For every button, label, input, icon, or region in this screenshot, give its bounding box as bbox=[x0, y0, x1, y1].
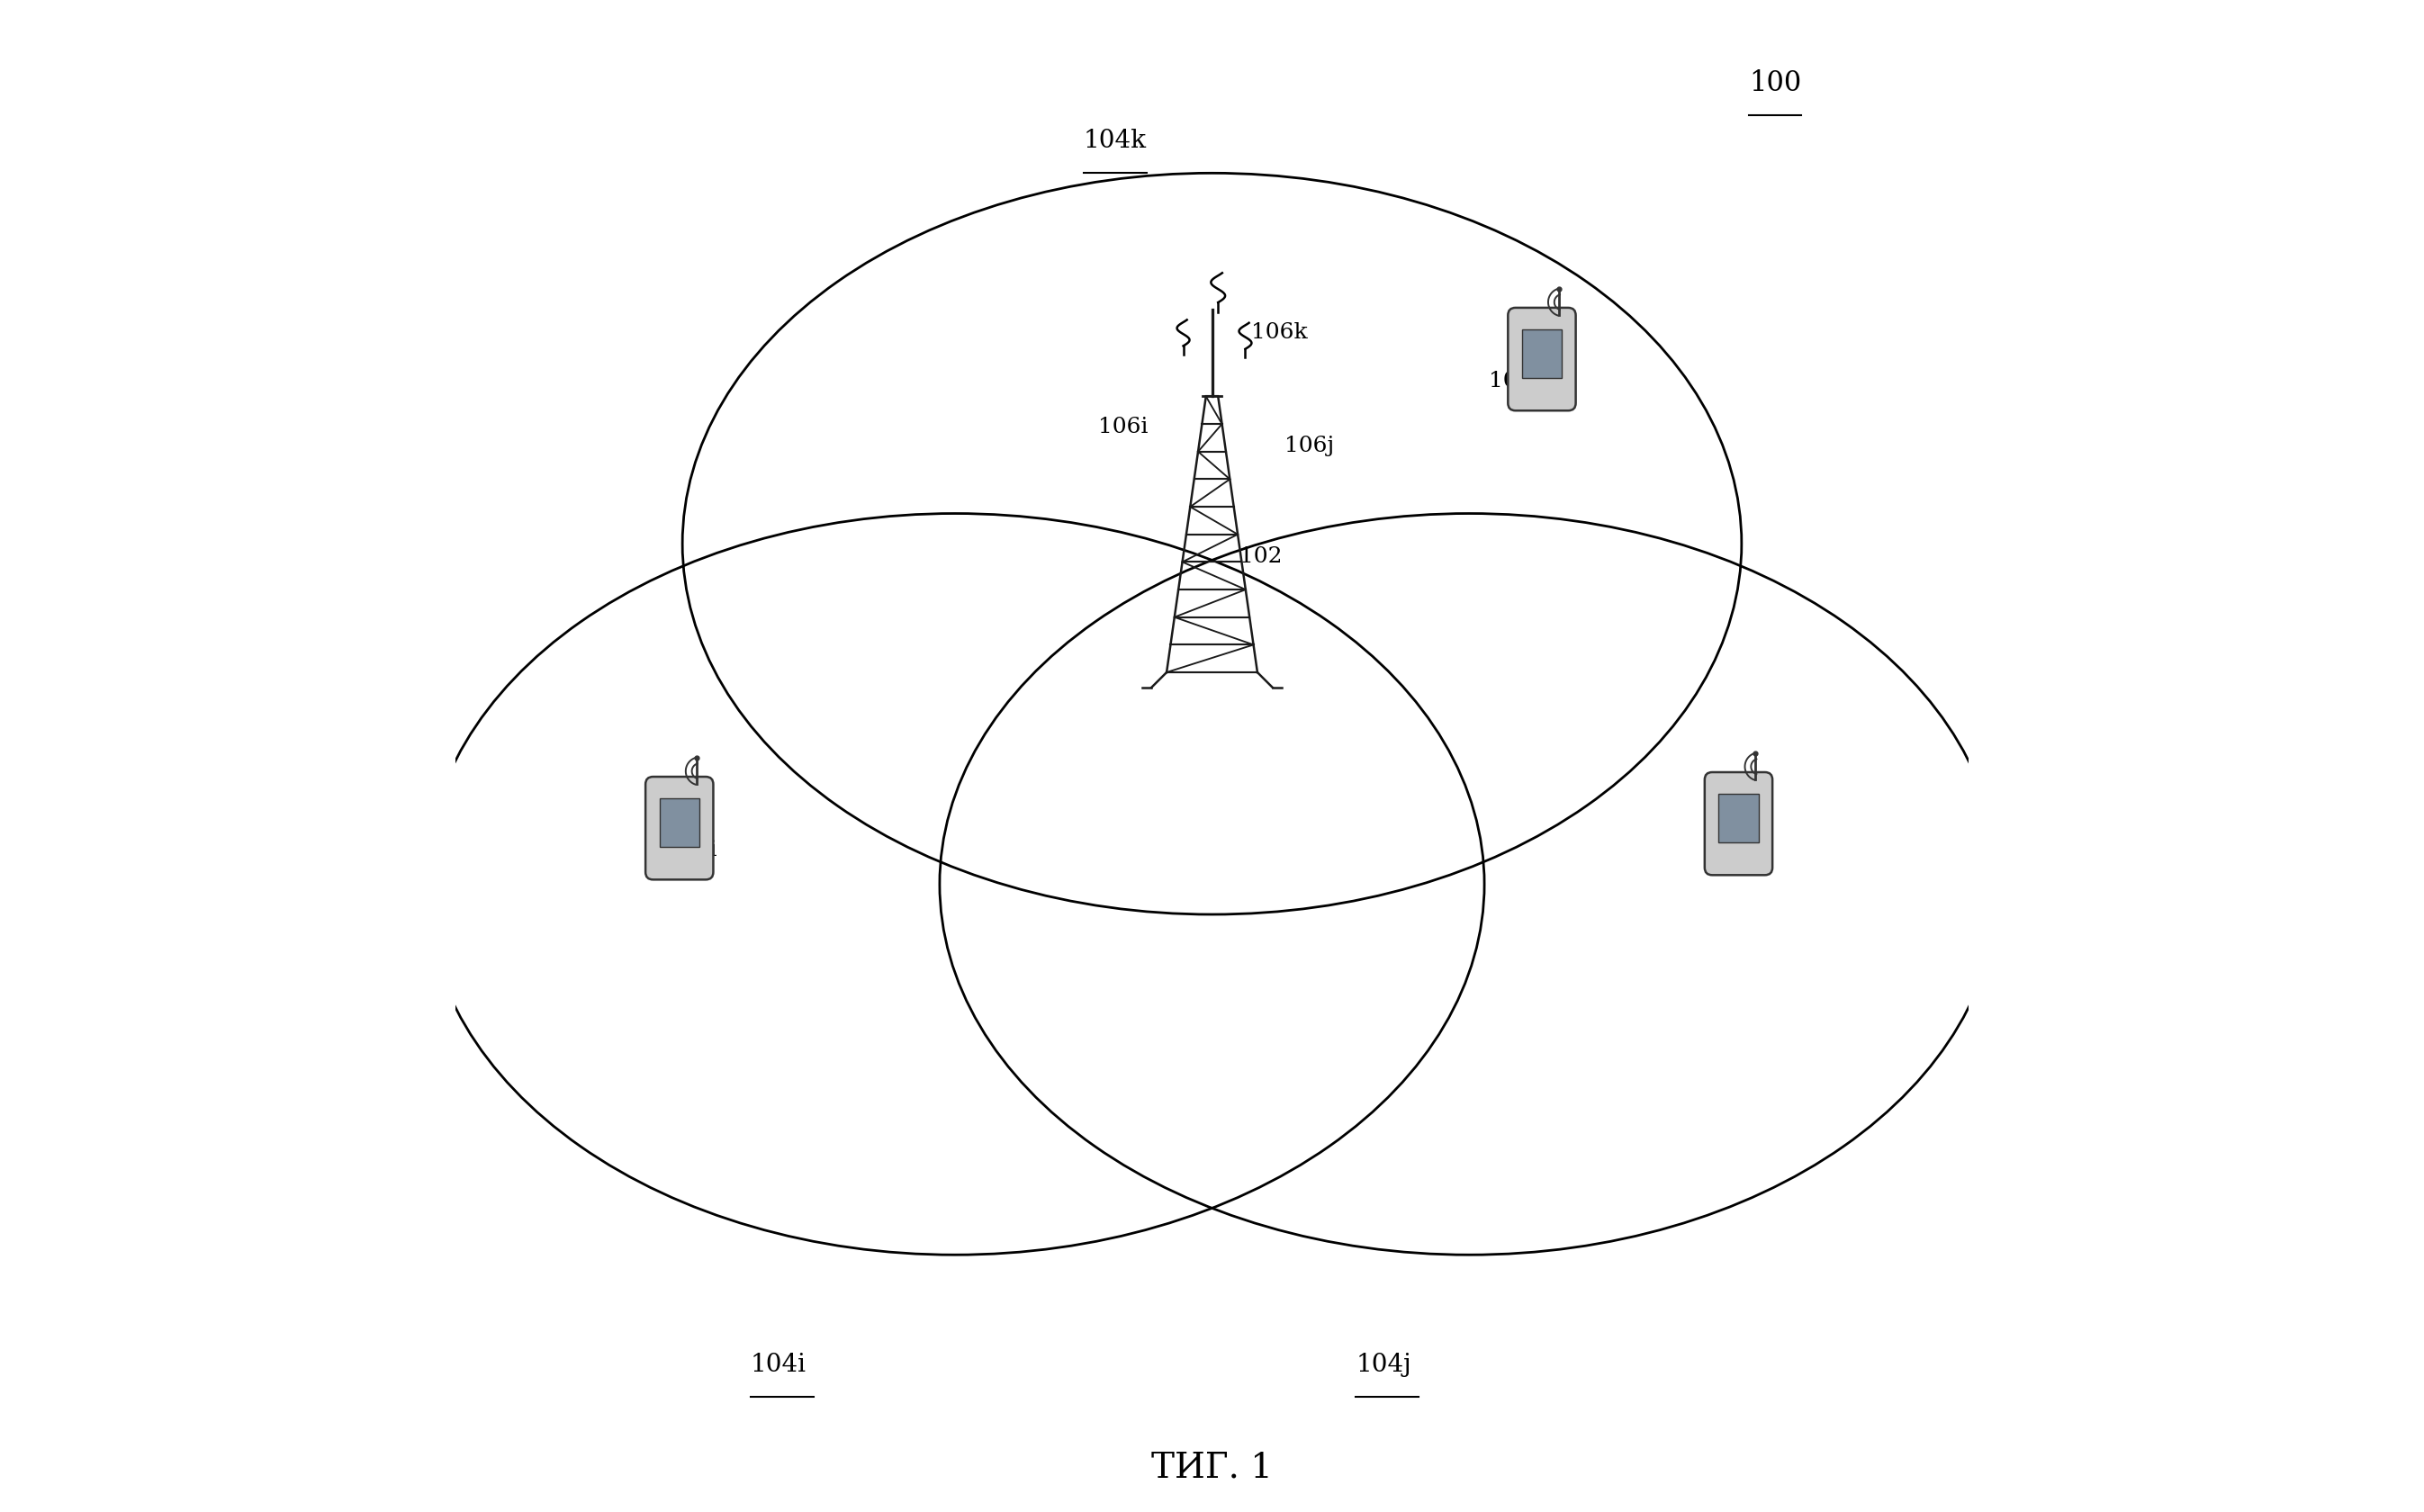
Text: 106k: 106k bbox=[1251, 322, 1309, 343]
FancyBboxPatch shape bbox=[1704, 773, 1772, 875]
Text: 102: 102 bbox=[1239, 546, 1282, 567]
Text: 104i: 104i bbox=[751, 1352, 807, 1376]
Text: 104j: 104j bbox=[1355, 1352, 1411, 1376]
FancyBboxPatch shape bbox=[1719, 794, 1757, 844]
Text: 108i: 108i bbox=[667, 839, 718, 860]
FancyBboxPatch shape bbox=[1522, 330, 1561, 380]
Text: ΤИГ. 1: ΤИГ. 1 bbox=[1151, 1450, 1273, 1483]
FancyBboxPatch shape bbox=[645, 777, 713, 880]
Text: 106i: 106i bbox=[1098, 416, 1149, 437]
Text: 108j: 108j bbox=[1723, 833, 1772, 854]
FancyBboxPatch shape bbox=[659, 798, 701, 848]
Text: 106j: 106j bbox=[1285, 435, 1333, 457]
Text: 100: 100 bbox=[1750, 70, 1801, 97]
FancyBboxPatch shape bbox=[1508, 308, 1576, 411]
Text: 108k: 108k bbox=[1488, 370, 1547, 392]
Text: 104k: 104k bbox=[1084, 129, 1147, 153]
